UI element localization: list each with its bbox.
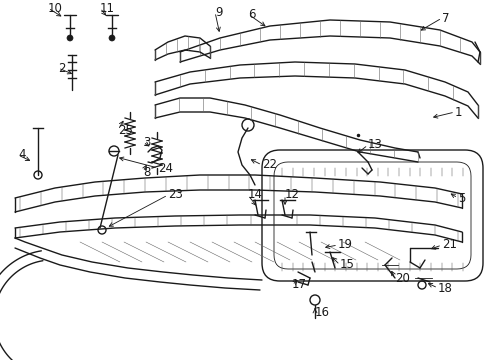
Text: 20: 20: [394, 271, 409, 284]
Text: 3: 3: [142, 135, 150, 148]
Text: 23: 23: [168, 189, 183, 202]
Text: 25: 25: [118, 123, 133, 136]
Text: 10: 10: [48, 1, 63, 14]
Text: 12: 12: [285, 189, 299, 202]
Text: 9: 9: [215, 5, 222, 18]
Text: 22: 22: [262, 158, 276, 171]
Text: 1: 1: [454, 105, 462, 118]
Text: 2: 2: [58, 62, 65, 75]
Text: 11: 11: [100, 1, 115, 14]
Text: 18: 18: [437, 282, 452, 294]
Text: 7: 7: [441, 12, 448, 24]
Text: 14: 14: [247, 189, 263, 202]
Circle shape: [109, 35, 115, 41]
Text: 13: 13: [367, 139, 382, 152]
Text: 16: 16: [314, 306, 329, 319]
Text: 17: 17: [291, 279, 306, 292]
Text: 21: 21: [441, 238, 456, 252]
Text: 24: 24: [158, 162, 173, 175]
Text: 6: 6: [247, 8, 255, 21]
Text: 19: 19: [337, 238, 352, 252]
Text: 15: 15: [339, 258, 354, 271]
Circle shape: [67, 35, 73, 41]
Text: 5: 5: [457, 192, 465, 204]
Text: 8: 8: [142, 166, 150, 179]
Text: 4: 4: [18, 148, 25, 162]
